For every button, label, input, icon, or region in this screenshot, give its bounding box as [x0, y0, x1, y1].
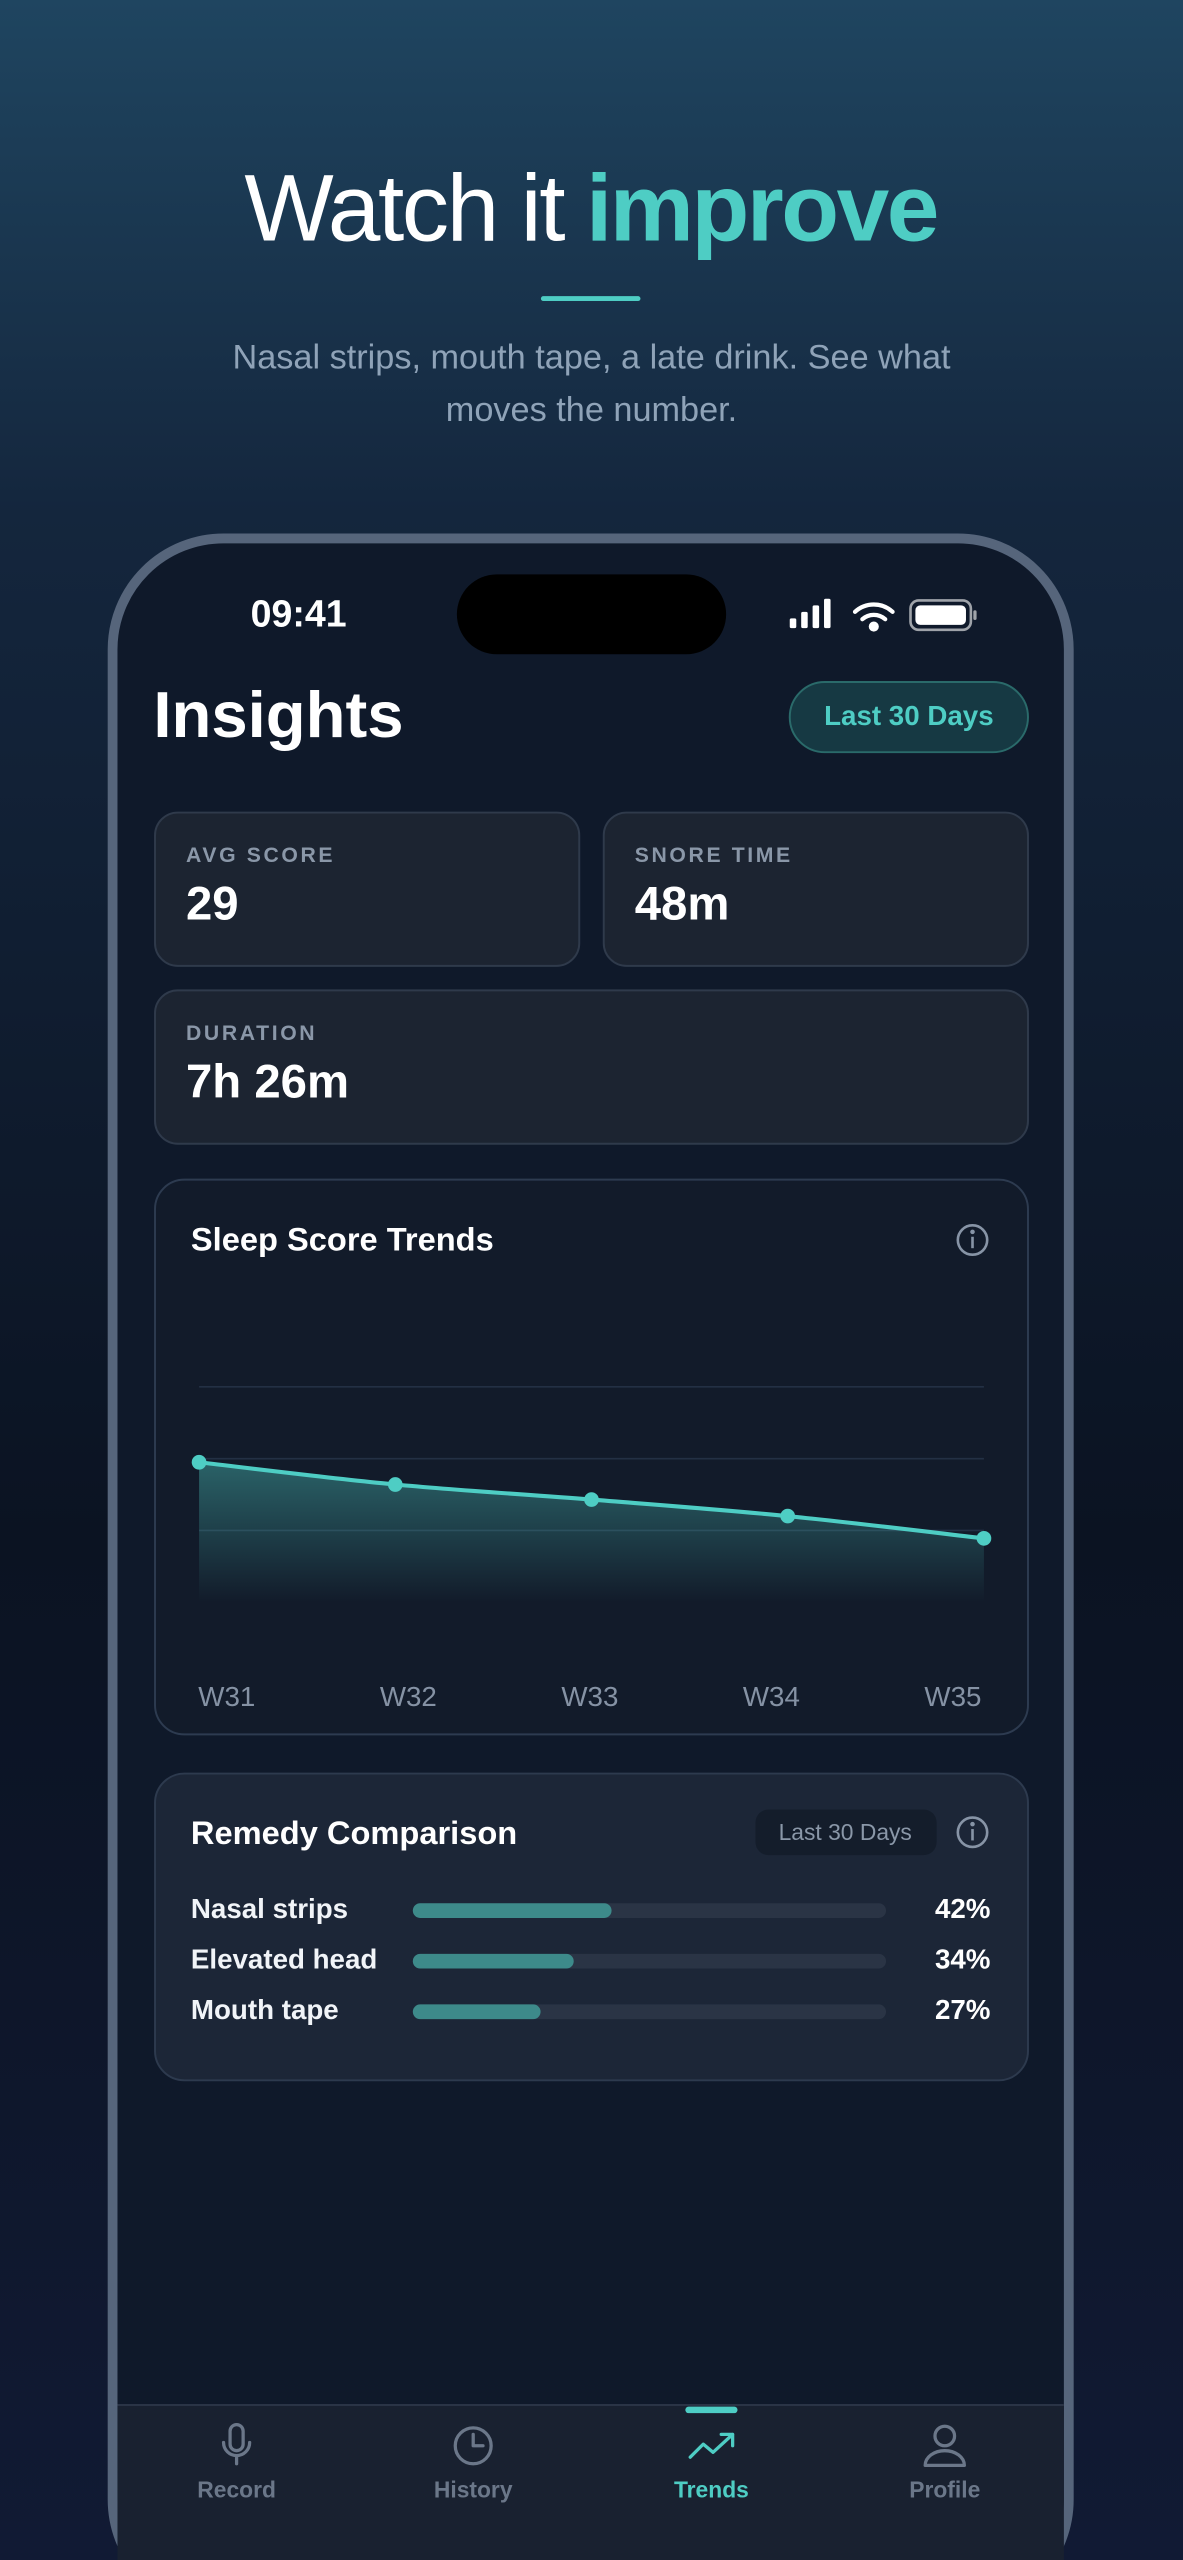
x-tick-label: W32 [380, 1681, 437, 1712]
x-tick-label: W33 [561, 1681, 618, 1712]
screen-title: Insights [153, 678, 403, 751]
x-tick-label: W35 [924, 1681, 981, 1712]
bar-value: 27% [935, 1994, 990, 2025]
tabs: Record History Trends Profile [197, 2406, 980, 2503]
tab-bar [117, 2404, 1064, 2560]
tab-icon[interactable] [453, 2426, 493, 2466]
range-button[interactable] [788, 681, 1029, 754]
tab-icon[interactable] [923, 2424, 966, 2467]
stat-value: 29 [186, 878, 239, 931]
remedy-label: Mouth tape [191, 1994, 339, 2025]
trend-point [780, 1508, 796, 1524]
active-indicator [685, 2406, 738, 2414]
stat-value: 48m [635, 878, 730, 931]
trend-point [584, 1492, 599, 1507]
subtitle-box: Nasal strips, mouth tape, a late drink. … [232, 339, 951, 430]
tab-icon[interactable] [688, 2432, 735, 2459]
remedy-range-pill[interactable] [755, 1809, 937, 1856]
trend-chart: W31 W32 W33 W34 W35 [191, 1386, 992, 1712]
stats: AVG SCORE 29 SNORE TIME 48m DURATION 7h 26m [154, 811, 1029, 1145]
stat-value: 7h 26m [186, 1056, 349, 1109]
hero-title: Watch it improve [244, 155, 937, 261]
wifi-icon [852, 602, 895, 632]
tab-label[interactable]: History [434, 2477, 513, 2503]
status-time: 09:41 [251, 593, 347, 635]
trend-title: Sleep Score Trends [191, 1220, 494, 1257]
x-tick-label: W31 [198, 1681, 255, 1712]
stat-label: AVG SCORE [186, 844, 335, 867]
trend-point [191, 1454, 207, 1470]
bar [412, 2004, 541, 2020]
x-tick-label: W34 [743, 1681, 800, 1712]
signal-icon [789, 598, 831, 629]
remedy-label: Elevated head [191, 1944, 377, 1975]
stat-card [154, 811, 581, 967]
tab-label[interactable]: Profile [909, 2477, 980, 2503]
remedy-range-label[interactable]: Last 30 Days [779, 1819, 912, 1845]
trend-info-icon[interactable] [956, 1224, 989, 1257]
stat-label: DURATION [186, 1022, 317, 1045]
remedy-title: Remedy Comparison [191, 1814, 517, 1851]
remedy-info-icon[interactable] [956, 1816, 989, 1849]
stat-card [602, 811, 1029, 967]
title-highlight: improve [586, 155, 937, 261]
battery-icon [909, 599, 977, 632]
trend-card [154, 1178, 1029, 1736]
remedy-label: Nasal strips [191, 1893, 348, 1924]
stat-label: SNORE TIME [635, 844, 793, 867]
trend-point [387, 1477, 403, 1492]
dynamic-island [456, 574, 727, 655]
trend-area [199, 1462, 984, 1603]
trend-point [976, 1531, 992, 1546]
tab-label[interactable]: Trends [674, 2477, 749, 2503]
subtitle: Nasal strips, mouth tape, a late drink. … [232, 339, 951, 430]
range-button-label[interactable]: Last 30 Days [824, 700, 994, 731]
stat-card [154, 989, 1029, 1145]
remedy-chart: Nasal strips 42% Elevated head 34% Mouth tap… [191, 1893, 991, 2025]
bar [412, 1953, 574, 1969]
bar-value: 34% [935, 1944, 990, 1975]
tab-label[interactable]: Record [197, 2477, 276, 2503]
bar [412, 1903, 612, 1918]
title-plain: Watch it [244, 155, 565, 261]
bar-value: 42% [935, 1893, 990, 1924]
tab-icon[interactable] [221, 2422, 252, 2466]
